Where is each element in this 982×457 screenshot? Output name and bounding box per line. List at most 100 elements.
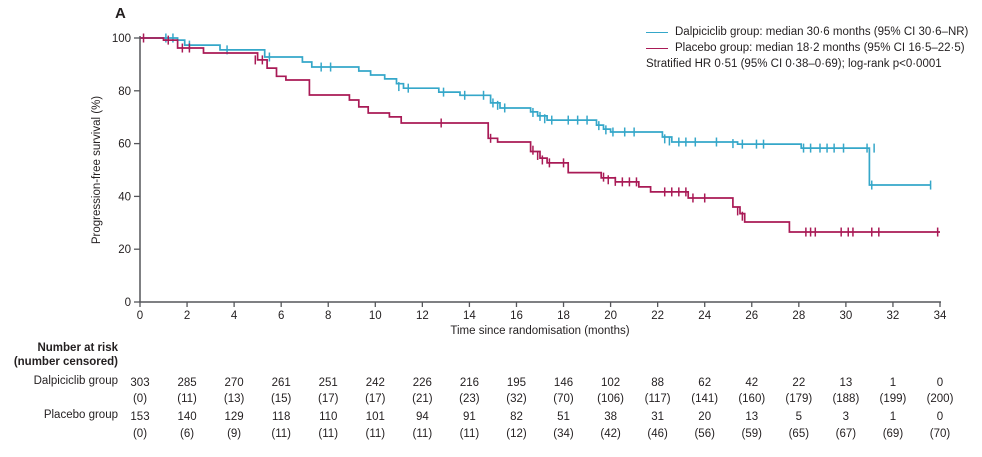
x-tick-label: 22 bbox=[651, 310, 664, 322]
x-tick-label: 26 bbox=[745, 310, 758, 322]
dalpiciclib-censored-value: (0) bbox=[133, 393, 147, 405]
dalpiciclib-at-risk-value: 303 bbox=[130, 377, 149, 389]
dalpiciclib-at-risk-value: 13 bbox=[839, 377, 852, 389]
x-tick-label: 0 bbox=[137, 310, 143, 322]
x-tick-label: 8 bbox=[325, 310, 331, 322]
placebo-censored-value: (69) bbox=[883, 428, 904, 440]
x-tick-label: 34 bbox=[934, 310, 947, 322]
y-axis-title: Progression-free survival (%) bbox=[91, 95, 103, 245]
dalpiciclib-at-risk-value: 0 bbox=[937, 377, 943, 389]
x-tick-label: 16 bbox=[510, 310, 523, 322]
placebo-censored-value: (42) bbox=[600, 428, 621, 440]
placebo-at-risk-value: 101 bbox=[366, 411, 385, 423]
dalpiciclib-censored-value: (141) bbox=[691, 393, 718, 405]
placebo-censored-value: (11) bbox=[318, 428, 338, 440]
risk-table-title: Number at risk bbox=[37, 342, 118, 354]
dalpiciclib-at-risk-value: 226 bbox=[413, 377, 432, 389]
placebo-at-risk-value: 110 bbox=[319, 411, 337, 423]
x-tick-label: 10 bbox=[369, 310, 382, 322]
risk-table-subtitle: (number censored) bbox=[13, 356, 118, 368]
placebo-at-risk-value: 118 bbox=[272, 411, 290, 423]
x-tick-label: 20 bbox=[604, 310, 617, 322]
dalpiciclib-at-risk-value: 42 bbox=[745, 377, 758, 389]
dalpiciclib-at-risk-value: 261 bbox=[272, 377, 291, 389]
placebo-censored-value: (11) bbox=[271, 428, 291, 440]
x-tick-label: 30 bbox=[839, 310, 852, 322]
x-tick-label: 4 bbox=[231, 310, 238, 322]
placebo-at-risk-value: 140 bbox=[177, 411, 196, 423]
y-tick-label: 20 bbox=[118, 244, 131, 256]
placebo-censored-value: (70) bbox=[930, 428, 951, 440]
placebo-censored-value: (6) bbox=[180, 428, 194, 440]
dalpiciclib-censored-value: (70) bbox=[553, 393, 574, 405]
dalpiciclib-censored-value: (160) bbox=[738, 393, 765, 405]
placebo-at-risk-value: 153 bbox=[130, 411, 149, 423]
placebo-at-risk-value: 94 bbox=[416, 411, 429, 423]
placebo-at-risk-value: 31 bbox=[651, 411, 664, 423]
placebo-censored-value: (34) bbox=[553, 428, 574, 440]
dalpiciclib-censored-value: (23) bbox=[459, 393, 480, 405]
placebo-at-risk-value: 13 bbox=[745, 411, 758, 423]
y-tick-label: 0 bbox=[125, 297, 131, 309]
dalpiciclib-at-risk-value: 242 bbox=[366, 377, 385, 389]
dalpiciclib-censored-value: (32) bbox=[506, 393, 527, 405]
dalpiciclib-at-risk-value: 195 bbox=[507, 377, 526, 389]
dalpiciclib-censored-value: (188) bbox=[832, 393, 859, 405]
dalpiciclib-censored-value: (179) bbox=[785, 393, 812, 405]
placebo-at-risk-value: 38 bbox=[604, 411, 617, 423]
x-axis-title: Time since randomisation (months) bbox=[450, 325, 630, 337]
placebo-at-risk-value: 3 bbox=[843, 411, 849, 423]
dalpiciclib-censored-value: (106) bbox=[597, 393, 624, 405]
placebo-at-risk-value: 1 bbox=[890, 411, 896, 423]
dalpiciclib-at-risk-value: 102 bbox=[601, 377, 620, 389]
x-tick-label: 2 bbox=[184, 310, 190, 322]
dalpiciclib-censored-value: (199) bbox=[880, 393, 907, 405]
dalpiciclib-censored-value: (200) bbox=[927, 393, 954, 405]
placebo-censored-value: (59) bbox=[742, 428, 763, 440]
dalpiciclib-at-risk-value: 88 bbox=[651, 377, 664, 389]
legend-entry-dalpiciclib: Dalpiciclib group: median 30·6 months (9… bbox=[646, 24, 968, 40]
dalpiciclib-at-risk-value: 22 bbox=[792, 377, 805, 389]
stratified-hr-note: Stratified HR 0·51 (95% CI 0·38–0·69); l… bbox=[646, 58, 942, 70]
placebo-at-risk-value: 82 bbox=[510, 411, 523, 423]
dalpiciclib-at-risk-value: 285 bbox=[177, 377, 196, 389]
placebo-line-swatch-icon bbox=[646, 47, 668, 49]
y-tick-label: 80 bbox=[118, 86, 131, 98]
y-tick-label: 100 bbox=[112, 33, 131, 45]
x-tick-label: 12 bbox=[416, 310, 429, 322]
risk-row-label-placebo: Placebo group bbox=[43, 409, 118, 421]
dalpiciclib-at-risk-value: 216 bbox=[460, 377, 479, 389]
legend-entry-placebo: Placebo group: median 18·2 months (95% C… bbox=[646, 40, 968, 56]
y-tick-label: 60 bbox=[118, 139, 131, 151]
placebo-group-survival-curve bbox=[140, 37, 940, 233]
placebo-censored-value: (56) bbox=[694, 428, 715, 440]
dalpiciclib-censored-value: (15) bbox=[271, 393, 292, 405]
dalpiciclib-censored-value: (17) bbox=[318, 393, 339, 405]
dalpiciclib-censored-value: (17) bbox=[365, 393, 386, 405]
y-tick-label: 40 bbox=[118, 191, 131, 203]
placebo-at-risk-value: 129 bbox=[225, 411, 244, 423]
placebo-censored-value: (9) bbox=[227, 428, 241, 440]
dalpiciclib-line-swatch-icon bbox=[646, 31, 668, 33]
placebo-censored-value: (0) bbox=[133, 428, 147, 440]
placebo-censored-value: (12) bbox=[506, 428, 527, 440]
x-tick-label: 24 bbox=[698, 310, 711, 322]
placebo-censored-value: (11) bbox=[460, 428, 480, 440]
legend: Dalpiciclib group: median 30·6 months (9… bbox=[646, 24, 968, 72]
placebo-censored-value: (11) bbox=[365, 428, 385, 440]
placebo-at-risk-value: 5 bbox=[796, 411, 802, 423]
dalpiciclib-censored-value: (11) bbox=[177, 393, 197, 405]
dalpiciclib-censored-value: (117) bbox=[645, 393, 671, 405]
placebo-censored-value: (65) bbox=[789, 428, 810, 440]
dalpiciclib-censored-value: (13) bbox=[224, 393, 245, 405]
x-tick-label: 32 bbox=[887, 310, 900, 322]
placebo-at-risk-value: 20 bbox=[698, 411, 711, 423]
placebo-censored-value: (67) bbox=[836, 428, 857, 440]
dalpiciclib-at-risk-value: 62 bbox=[698, 377, 711, 389]
x-tick-label: 18 bbox=[557, 310, 570, 322]
legend-entry-placebo-label: Placebo group: median 18·2 months (95% C… bbox=[675, 42, 965, 54]
placebo-at-risk-value: 0 bbox=[937, 411, 943, 423]
placebo-censored-value: (46) bbox=[647, 428, 668, 440]
